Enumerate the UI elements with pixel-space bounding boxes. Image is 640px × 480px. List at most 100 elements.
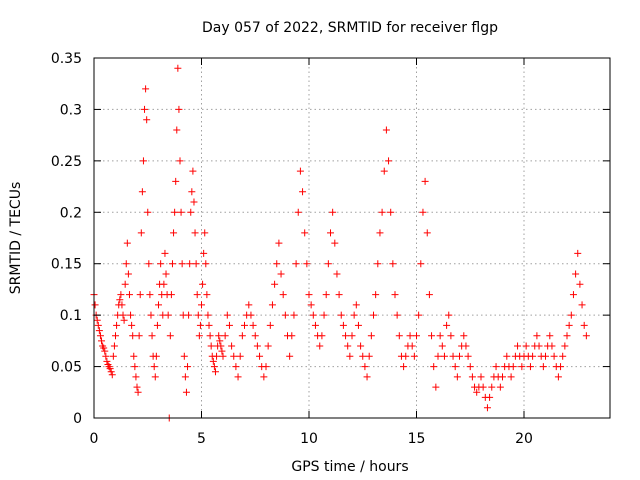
data-point (162, 270, 170, 278)
data-point (391, 291, 399, 299)
plot-frame (93, 57, 611, 419)
y-tick-label: 0.15 (51, 257, 82, 273)
data-point (350, 311, 358, 319)
data-point (221, 332, 229, 340)
data-point (168, 260, 176, 268)
data-point (187, 208, 195, 216)
data-point (387, 208, 395, 216)
data-point (186, 260, 194, 268)
data-point (219, 352, 227, 360)
data-point (376, 229, 384, 237)
data-point (228, 342, 236, 350)
data-point (166, 332, 174, 340)
data-point (157, 260, 165, 268)
data-point (273, 260, 281, 268)
data-point (286, 352, 294, 360)
data-point (582, 332, 590, 340)
data-point (121, 280, 129, 288)
data-point (542, 352, 549, 360)
data-point (563, 332, 571, 340)
data-point (415, 311, 423, 319)
data-point (576, 280, 584, 288)
data-point (174, 64, 182, 72)
data-point (352, 301, 360, 309)
data-point (202, 260, 210, 268)
data-point (434, 352, 442, 360)
data-point (133, 383, 141, 391)
data-point (522, 342, 530, 350)
data-point (393, 311, 401, 319)
data-point (136, 291, 144, 299)
data-point (533, 332, 541, 340)
data-point (477, 373, 485, 381)
data-point (365, 352, 373, 360)
data-point (262, 363, 270, 371)
data-point (333, 270, 341, 278)
chart-title: Day 057 of 2022, SRMTID for receiver flg… (202, 20, 498, 36)
data-point (374, 260, 382, 268)
data-point (175, 105, 183, 113)
data-point (324, 260, 332, 268)
data-point (167, 291, 175, 299)
data-point (456, 352, 463, 360)
data-point (185, 311, 193, 319)
data-point (152, 352, 160, 360)
data-point (106, 365, 114, 373)
data-point (509, 363, 517, 371)
data-point (290, 311, 298, 319)
data-point (468, 373, 476, 381)
data-point (460, 332, 468, 340)
data-point (178, 260, 186, 268)
data-point (251, 332, 259, 340)
data-point (466, 363, 474, 371)
data-point (303, 260, 311, 268)
data-point (329, 208, 337, 216)
data-point (150, 363, 158, 371)
data-point (117, 291, 125, 299)
data-point (514, 342, 522, 350)
data-point (245, 301, 253, 309)
data-point (378, 208, 386, 216)
data-point (232, 363, 240, 371)
data-point (296, 167, 304, 175)
data-point (354, 321, 362, 329)
data-point (210, 363, 218, 371)
data-point (147, 311, 155, 319)
data-point (123, 239, 131, 247)
data-point (96, 332, 104, 340)
data-point (279, 291, 287, 299)
data-point (196, 321, 204, 329)
data-point (144, 208, 152, 216)
data-point (247, 311, 255, 319)
data-point (503, 352, 511, 360)
data-point (299, 188, 307, 196)
y-tick-label: 0.05 (51, 360, 82, 376)
data-point (473, 388, 481, 396)
data-point (146, 291, 154, 299)
data-point (428, 332, 436, 340)
data-point (569, 291, 577, 299)
data-point (554, 373, 562, 381)
data-point (294, 208, 302, 216)
data-point (574, 249, 582, 257)
data-point (141, 105, 149, 113)
data-point (230, 352, 238, 360)
data-point (264, 342, 272, 350)
data-point (127, 311, 135, 319)
data-point (216, 337, 224, 345)
data-point (211, 368, 219, 376)
data-point (339, 321, 347, 329)
data-point (357, 342, 365, 350)
data-point (447, 332, 455, 340)
data-point (182, 388, 190, 396)
data-point (161, 249, 169, 257)
data-point (301, 229, 309, 237)
data-point (462, 342, 470, 350)
data-point (546, 332, 554, 340)
data-point (223, 311, 231, 319)
data-point (142, 85, 150, 93)
data-point (234, 373, 242, 381)
data-point (268, 301, 276, 309)
data-point (213, 352, 221, 360)
data-point (410, 352, 418, 360)
